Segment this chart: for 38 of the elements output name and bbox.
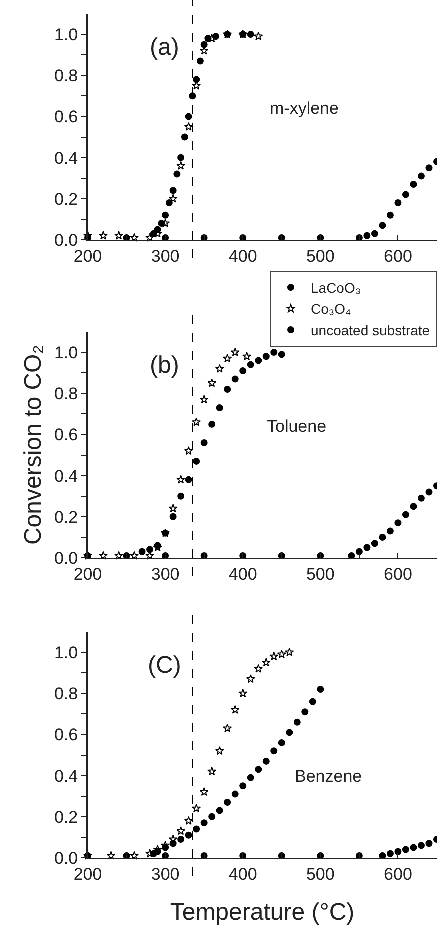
y-tick-label: 0.2 (54, 508, 78, 527)
y-tick-label: 0.6 (54, 726, 78, 745)
y-tick-label: 1.0 (54, 644, 78, 662)
text: (a) (150, 34, 180, 61)
legend-label: uncoated substrate (311, 322, 430, 338)
y-tick-label: 0.6 (54, 426, 78, 445)
x-tick-label: 600 (384, 864, 412, 884)
x-tick-label: 500 (306, 864, 335, 884)
y-tick-label: 0.4 (54, 466, 78, 486)
legend-label: LaCoO₃ (311, 280, 362, 296)
annotation: Benzene (295, 767, 362, 786)
x-tick-label: 300 (151, 564, 180, 584)
y-tick-label: 0.6 (54, 108, 78, 127)
y-tick-label: 0.8 (54, 384, 78, 404)
y-tick-label: 0.4 (54, 766, 78, 786)
y-tick-label: 0.8 (54, 684, 78, 704)
x-tick-label: 300 (151, 246, 180, 266)
x-tick-label: 600 (384, 564, 412, 584)
annotation: Toluene (267, 417, 327, 436)
x-tick-label: 500 (306, 564, 335, 584)
y-tick-label: 0.2 (54, 808, 78, 827)
x-tick-label: 400 (228, 864, 258, 884)
x-tick-label: 600 (384, 246, 412, 266)
y-tick-label: 1.0 (54, 26, 78, 44)
x-tick-label: 400 (228, 564, 258, 584)
x-tick-label: 500 (306, 246, 335, 266)
y-tick-label: 1.0 (54, 344, 78, 362)
annotation: m-xylene (270, 99, 339, 118)
y-tick-label: 0.4 (54, 148, 78, 168)
y-tick-label: 0.2 (54, 190, 78, 209)
text: (b) (150, 352, 180, 379)
legend-label: Co₃O₄ (311, 301, 352, 318)
x-tick-label: 400 (228, 246, 258, 266)
text: (C) (148, 652, 182, 679)
x-axis-title: Temperature (°C) (170, 898, 355, 926)
y-tick-label: 0.8 (54, 66, 78, 86)
y-axis-title: Conversion to CO₂ (20, 344, 47, 546)
x-tick-label: 300 (151, 864, 180, 884)
